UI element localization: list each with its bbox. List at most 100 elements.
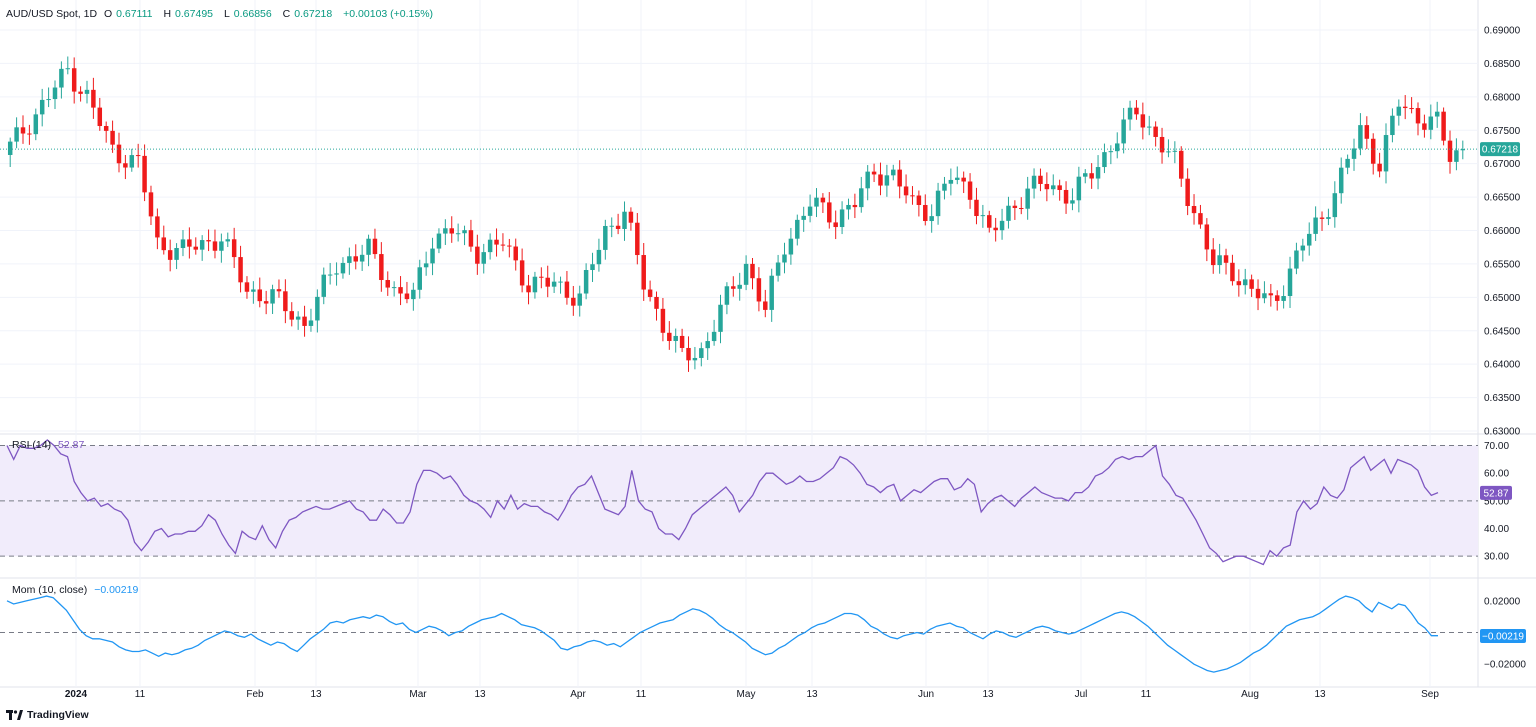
axis-labels: 0.69000 0.68500 0.68000 0.67500 0.67000 0.665… (65, 26, 1527, 701)
candle-body (763, 301, 768, 310)
candle-body (487, 239, 493, 253)
candle-body (801, 215, 806, 220)
candle-body (334, 273, 339, 275)
candle-body (1076, 176, 1082, 201)
candle-body (1351, 148, 1357, 159)
candle-body (903, 186, 909, 196)
candle-body (423, 263, 429, 268)
candle-body (1038, 175, 1043, 184)
candle-body (622, 211, 627, 229)
candle-body (1447, 140, 1453, 162)
candle-body (916, 195, 922, 205)
candle-body (385, 280, 390, 288)
candle-body (507, 245, 512, 247)
candle-body (571, 297, 576, 306)
candle-body (1095, 167, 1101, 179)
candle-body (366, 238, 371, 255)
candle-body (39, 99, 45, 115)
candle-body (1019, 208, 1024, 210)
candle-body (1070, 200, 1075, 204)
rsi-tick-label: 50.00 (1484, 496, 1509, 507)
close-value: 0.67218 (294, 8, 333, 20)
candle-body (404, 293, 410, 300)
candle-body (884, 175, 890, 186)
candle-body (65, 68, 71, 70)
candle-body (718, 304, 723, 332)
price-tick-label: 0.66000 (1484, 226, 1521, 237)
candle-body (193, 246, 199, 250)
candle-body (1025, 188, 1030, 209)
price-tick-label: 0.67000 (1484, 159, 1521, 170)
candle-body (1326, 217, 1331, 219)
candle-body (1185, 178, 1190, 207)
candle-body (1006, 205, 1011, 221)
momentum-value-tag (1480, 628, 1526, 643)
time-tick-label: Feb (246, 689, 264, 700)
last-price-tag (1480, 142, 1520, 157)
candle-body (20, 127, 26, 134)
candle-body (78, 91, 83, 94)
close-letter: C (282, 8, 291, 20)
candle-body (711, 331, 717, 342)
candle-body (436, 233, 442, 249)
candle-body (1140, 114, 1146, 128)
candle-body (948, 179, 954, 184)
candle-body (692, 357, 698, 361)
candle-body (1428, 116, 1434, 130)
candle-body (558, 281, 563, 283)
candle-body (161, 237, 167, 251)
candle-body (1031, 175, 1037, 189)
candle-body (551, 281, 557, 287)
candle-body (1089, 173, 1094, 179)
candle-body (1044, 183, 1050, 190)
candle-body (827, 202, 832, 223)
candle-body (46, 99, 51, 101)
price-tick-label: 0.63000 (1484, 427, 1521, 438)
price-candles (0, 56, 1478, 372)
candle-body (1345, 158, 1350, 168)
time-tick-label: Jun (918, 689, 934, 700)
candle-body (1166, 151, 1171, 153)
candle-body (910, 195, 915, 197)
momentum-line (6, 595, 1438, 673)
momentum-title: Mom (10, close) (12, 584, 88, 596)
candle-body (84, 89, 90, 94)
candle-body (1300, 245, 1306, 251)
candle-body (935, 190, 941, 217)
candle-body (295, 316, 301, 320)
candle-body (231, 239, 237, 258)
price-tick-label: 0.66500 (1484, 193, 1521, 204)
momentum-series (6, 595, 1438, 673)
candle-body (1249, 279, 1254, 289)
candle-body (1147, 126, 1152, 128)
candle-body (225, 239, 231, 242)
low-label: L 0.66856 (224, 8, 276, 20)
brand-name: TradingView (27, 709, 89, 721)
candle-body (1159, 136, 1165, 153)
low-value: 0.66856 (233, 8, 272, 20)
candle-body (1102, 152, 1107, 168)
candle-body (468, 230, 474, 247)
candle-body (238, 257, 243, 283)
candle-body (1460, 149, 1466, 151)
price-tick-label: 0.69000 (1484, 26, 1521, 37)
candle-body (1358, 125, 1363, 149)
tradingview-logo[interactable]: TradingView (6, 709, 89, 721)
candle-body (795, 219, 800, 239)
candle-body (577, 293, 582, 306)
candle-body (878, 174, 883, 186)
candle-body (443, 228, 448, 234)
momentum-value-label: −0.00219 (1482, 631, 1524, 642)
candle-body (219, 241, 224, 251)
tradingview-icon (6, 710, 23, 720)
candle-body (526, 285, 531, 293)
candle-body (1422, 123, 1427, 130)
time-tick-label: 13 (982, 689, 994, 700)
candle-body (603, 225, 608, 250)
rsi-legend-value: 52.87 (58, 439, 85, 451)
rsi-tick-label: 40.00 (1484, 524, 1509, 535)
time-tick-label: May (737, 689, 756, 700)
candle-body (1338, 167, 1344, 194)
candle-body (967, 181, 973, 200)
